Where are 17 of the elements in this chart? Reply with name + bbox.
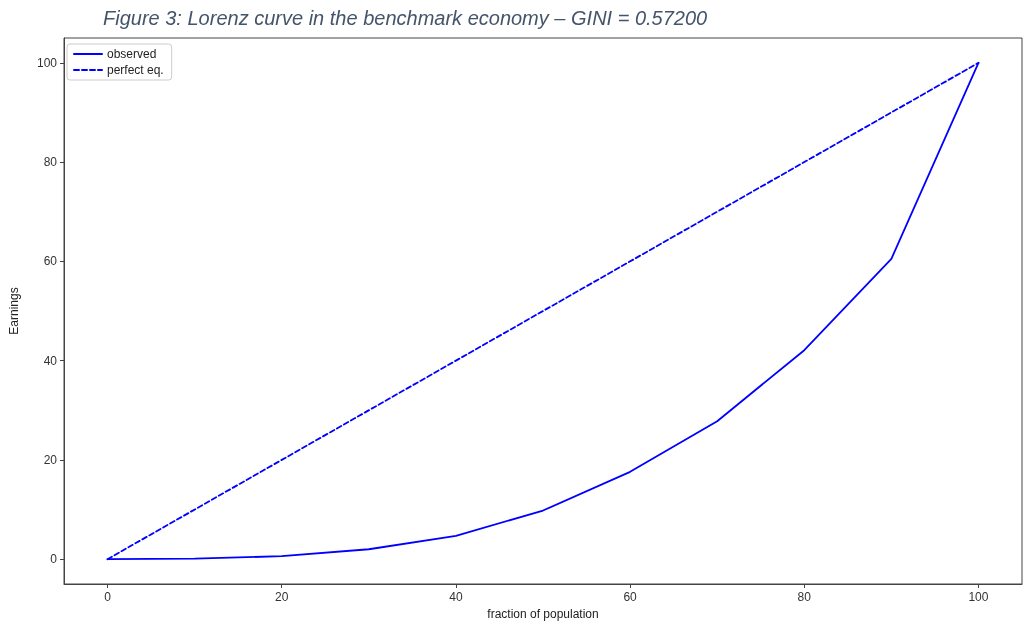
x-tick-label: 100 xyxy=(968,590,989,604)
x-tick-label: 20 xyxy=(275,590,289,604)
y-tick-label: 80 xyxy=(43,155,58,170)
chart-title: Figure 3: Lorenz curve in the benchmark economy – GINI = 0.57200 xyxy=(103,7,708,29)
y-axis-title: Earnings xyxy=(7,287,21,335)
x-tick-label: 60 xyxy=(623,590,638,604)
y-tick-label: 100 xyxy=(36,55,58,70)
legend-label: perfect eq. xyxy=(107,63,164,77)
x-axis-title: fraction of population xyxy=(487,607,599,621)
legend-label: observed xyxy=(107,47,157,61)
y-tick-label: 60 xyxy=(43,254,58,269)
y-tick-label: 0 xyxy=(50,552,58,567)
x-tick-label: 0 xyxy=(104,590,112,604)
y-tick-label: 20 xyxy=(43,452,58,467)
x-tick-label: 80 xyxy=(797,590,812,604)
y-tick-label: 40 xyxy=(43,353,58,368)
x-tick-label: 40 xyxy=(449,590,463,604)
